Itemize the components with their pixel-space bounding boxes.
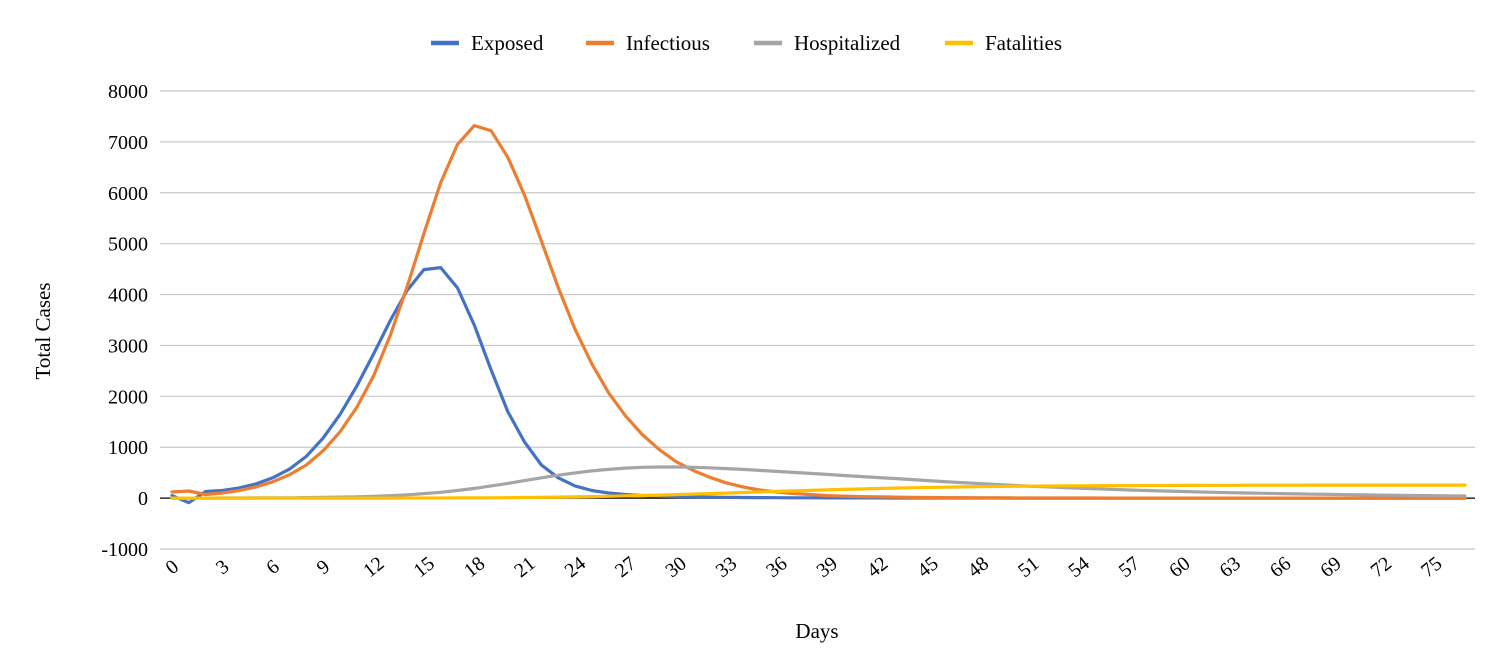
- x-tick-label: 33: [712, 552, 741, 582]
- x-tick-label: 18: [460, 552, 489, 582]
- legend-label: Fatalities: [985, 31, 1062, 55]
- x-tick-label: 9: [313, 556, 334, 579]
- legend-item-hospitalized: Hospitalized: [754, 31, 901, 55]
- y-tick-label: 4000: [108, 285, 148, 307]
- x-tick-label: 21: [510, 552, 539, 582]
- x-tick-label: 6: [262, 556, 283, 579]
- x-tick-label: 63: [1216, 552, 1245, 582]
- x-tick-label: 27: [611, 552, 640, 582]
- x-tick-label: 30: [661, 552, 690, 582]
- x-tick-label: 75: [1417, 552, 1446, 582]
- x-tick-label: 3: [212, 556, 233, 579]
- legend-label: Infectious: [626, 31, 710, 55]
- legend-label: Exposed: [471, 31, 544, 55]
- x-tick-label: 72: [1367, 552, 1396, 582]
- legend-item-exposed: Exposed: [431, 31, 544, 55]
- x-tick-label: 66: [1266, 552, 1295, 582]
- x-tick-label: 51: [1014, 552, 1043, 582]
- x-tick-label: 36: [762, 552, 791, 582]
- x-axis-title: Days: [795, 619, 838, 643]
- legend-item-infectious: Infectious: [586, 31, 710, 55]
- x-tick-label: 48: [964, 552, 993, 582]
- y-tick-label: 6000: [108, 183, 148, 205]
- x-tick-label: 57: [1115, 552, 1144, 582]
- y-tick-label: -1000: [101, 539, 148, 561]
- series-line-infectious: [170, 123, 1467, 500]
- legend-label: Hospitalized: [794, 31, 901, 55]
- y-tick-label: 8000: [108, 81, 148, 103]
- y-axis-tick-labels: -1000 0 1000 2000 3000 4000 5000 6000 7000 8000: [101, 81, 148, 561]
- x-tick-label: 12: [359, 552, 388, 582]
- series-lines: [170, 123, 1467, 505]
- y-tick-label: 1000: [108, 437, 148, 459]
- legend-item-fatalities: Fatalities: [945, 31, 1062, 55]
- x-tick-label: 42: [863, 552, 892, 582]
- y-tick-label: 3000: [108, 335, 148, 357]
- y-axis-title: Total Cases: [31, 282, 55, 379]
- series-line-hospitalized: [170, 465, 1467, 500]
- series-line-fatalities: [170, 483, 1467, 500]
- y-tick-label: 5000: [108, 234, 148, 256]
- x-tick-label: 69: [1316, 552, 1345, 582]
- y-tick-label: 7000: [108, 132, 148, 154]
- x-tick-label: 45: [913, 552, 942, 582]
- x-tick-label: 60: [1165, 552, 1194, 582]
- x-tick-label: 24: [561, 552, 590, 582]
- x-tick-label: 0: [162, 556, 183, 579]
- chart-legend: Exposed Infectious Hospitalized Fatalities: [431, 31, 1062, 55]
- y-tick-label: 0: [138, 488, 148, 510]
- series-line-exposed: [170, 266, 1467, 505]
- y-tick-label: 2000: [108, 386, 148, 408]
- x-tick-label: 54: [1064, 552, 1093, 582]
- gridlines: [160, 90, 1475, 550]
- x-axis-tick-labels: 0 3 6 9 12 15 18 21 24 27 30 33 36 39 42 45 48 51 54 57 60 63…: [162, 552, 1447, 582]
- x-tick-label: 15: [410, 552, 439, 582]
- x-tick-label: 39: [813, 552, 842, 582]
